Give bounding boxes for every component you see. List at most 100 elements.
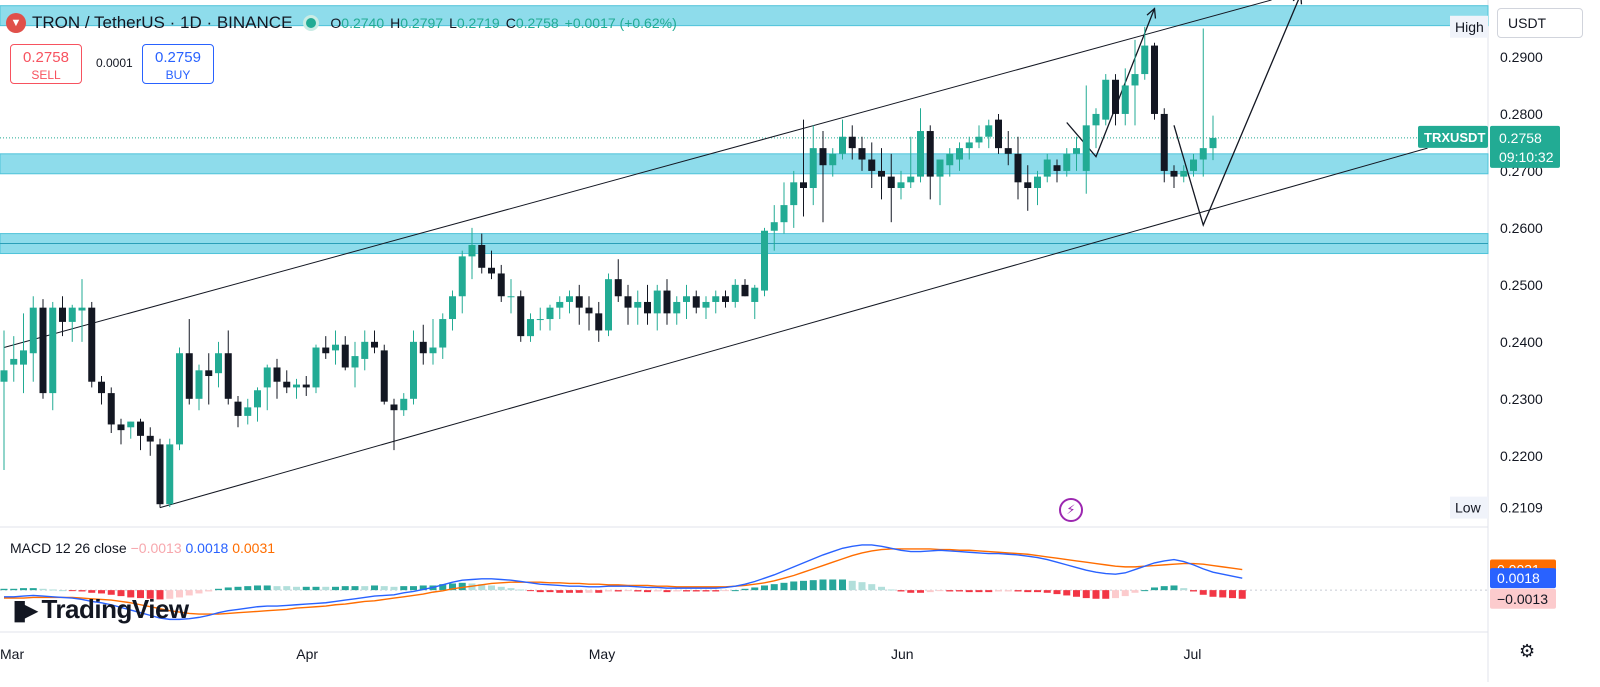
macd-histogram-bar: [1112, 590, 1119, 599]
tradingview-wordmark: TradingView: [41, 593, 189, 624]
macd-histogram-bar: [946, 590, 954, 592]
macd-histogram-bar: [195, 590, 203, 594]
macd-line: [4, 544, 1243, 621]
macd-histogram-value: −0.0013: [130, 540, 182, 556]
candle-up: [263, 367, 271, 388]
macd-histogram-bar: [371, 585, 378, 591]
macd-histogram-bar: [0, 588, 8, 591]
candle-down: [1004, 148, 1012, 154]
candle-down: [1160, 113, 1168, 171]
time-tick-label: Jun: [891, 646, 914, 662]
low-value-box: [1490, 496, 1552, 519]
macd-histogram-bar: [722, 590, 729, 592]
sell-label: SELL: [31, 68, 61, 82]
macd-histogram-tag-box: [1490, 588, 1556, 609]
candle-down: [614, 279, 622, 297]
candle-down: [585, 307, 593, 314]
macd-histogram-bar: [887, 589, 895, 591]
candle-down: [341, 344, 349, 368]
buy-button[interactable]: 0.2759 BUY: [142, 44, 214, 84]
candle-up: [936, 159, 944, 177]
candle-down: [98, 381, 105, 394]
projection-path: [1066, 8, 1156, 158]
high-label: H: [390, 15, 401, 31]
macd-histogram-bar: [390, 586, 398, 591]
candle-up: [975, 136, 983, 143]
candle-up: [1092, 113, 1100, 126]
gear-icon[interactable]: ⚙: [1519, 641, 1536, 661]
macd-histogram-bar: [985, 590, 993, 593]
macd-histogram-bar: [419, 585, 427, 591]
candle-up: [361, 341, 369, 359]
macd-histogram-bar: [39, 588, 47, 591]
macd-histogram-bar: [819, 579, 827, 591]
macd-histogram-bar: [458, 582, 466, 591]
projection-path: [1173, 0, 1300, 227]
candle-up: [10, 358, 18, 365]
candle-down: [848, 136, 856, 149]
macd-histogram-bar: [731, 590, 739, 592]
macd-histogram-bar: [1141, 590, 1149, 592]
candle-down: [517, 296, 525, 337]
macd-histogram-bar: [1024, 590, 1032, 593]
macd-histogram-bar: [439, 584, 447, 591]
channel-lower-line: [159, 147, 1428, 509]
macd-histogram-bar: [965, 590, 973, 593]
market-open-icon: [306, 18, 317, 28]
buy-price: 0.2759: [155, 49, 201, 66]
macd-histogram-bar: [263, 585, 271, 591]
macd-histogram-bar: [917, 590, 924, 593]
candle-up: [566, 296, 573, 302]
candle-down: [624, 296, 632, 308]
low-label: Low: [1455, 500, 1482, 516]
macd-histogram-bar: [1004, 590, 1012, 592]
candle-layer: [0, 26, 1217, 508]
candle-down: [107, 393, 115, 425]
macd-histogram-bar: [1160, 586, 1168, 591]
macd-histogram-bar: [88, 590, 96, 593]
candle-down: [819, 148, 827, 166]
candle-down: [224, 353, 232, 399]
macd-histogram-bar: [400, 586, 408, 591]
macd-histogram-bar: [1170, 585, 1178, 591]
macd-legend[interactable]: MACD 12 26 close −0.0013 0.0018 0.0031: [10, 540, 275, 556]
macd-histogram-bar: [800, 580, 807, 591]
macd-histogram-bar: [575, 590, 583, 593]
sell-button[interactable]: 0.2758 SELL: [10, 44, 82, 84]
macd-signal-line: [4, 548, 1243, 615]
macd-histogram-bar: [1199, 590, 1207, 595]
candle-down: [858, 148, 866, 160]
currency-selector[interactable]: USDT: [1497, 8, 1583, 38]
candle-up: [634, 301, 642, 308]
candle-up: [1073, 148, 1080, 154]
candle-up: [917, 131, 924, 177]
candle-down: [887, 176, 895, 189]
candle-down: [419, 341, 427, 354]
candle-down: [39, 307, 47, 394]
macd-title: MACD 12 26 close: [10, 540, 127, 556]
candle-up: [956, 148, 963, 160]
candle-down: [390, 404, 398, 411]
macd-histogram-bar: [98, 590, 105, 594]
macd-histogram-bar: [858, 582, 866, 591]
candle-up: [546, 307, 554, 320]
candle-up: [439, 319, 447, 348]
macd-histogram-bar: [517, 589, 525, 591]
macd-histogram-bar: [605, 590, 612, 592]
price-tick-label: 0.2200: [1500, 448, 1543, 464]
symbol-title[interactable]: TRON / TetherUS · 1D · BINANCE: [32, 13, 293, 32]
candle-up: [761, 230, 768, 291]
candle-down: [185, 353, 193, 399]
macd-histogram-bar: [205, 590, 213, 592]
lightning-icon[interactable]: ⚡: [1059, 498, 1083, 522]
axis-layer: 0.22000.23000.24000.25000.26000.27000.28…: [0, 15, 1560, 662]
candle-up: [712, 296, 720, 302]
tradingview-logo[interactable]: ▮▸ TradingView: [12, 593, 189, 625]
candle-down: [644, 301, 651, 314]
candle-down: [478, 244, 486, 268]
price-tick-label: 0.2600: [1500, 220, 1543, 236]
candle-down: [1170, 170, 1178, 177]
candle-down: [1112, 79, 1119, 114]
macd-histogram-bar: [78, 590, 86, 592]
candle-down: [322, 347, 330, 354]
